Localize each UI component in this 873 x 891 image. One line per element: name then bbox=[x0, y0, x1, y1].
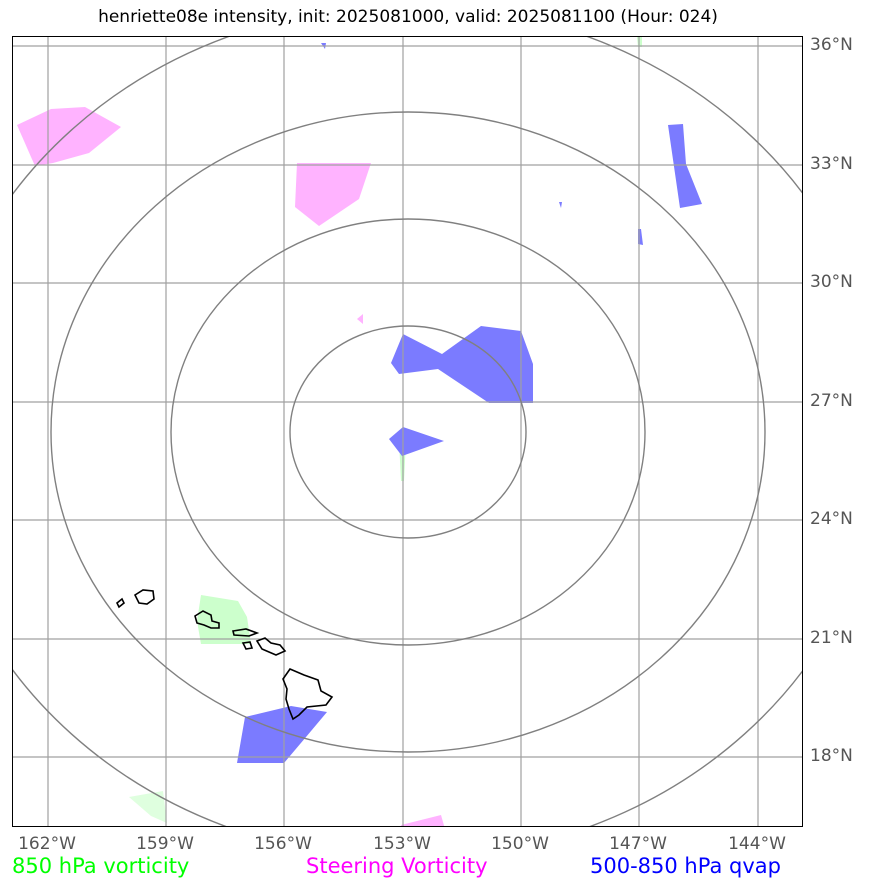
qvap-patch bbox=[389, 427, 444, 456]
range-rings bbox=[13, 37, 802, 826]
lon-label-147w: 147°W bbox=[609, 834, 667, 854]
graticule bbox=[13, 37, 802, 826]
lon-label-159w: 159°W bbox=[136, 834, 194, 854]
qvap-patch bbox=[391, 326, 533, 403]
lat-label-33n: 33°N bbox=[810, 154, 853, 174]
lon-label-162w: 162°W bbox=[18, 834, 76, 854]
vorticity-patch bbox=[197, 595, 251, 644]
island-hawaii bbox=[282, 668, 334, 721]
lat-label-27n: 27°N bbox=[810, 391, 853, 411]
steering-patch bbox=[401, 815, 445, 826]
island-kauai bbox=[133, 589, 155, 605]
lon-label-144w: 144°W bbox=[728, 834, 786, 854]
lon-label-153w: 153°W bbox=[373, 834, 431, 854]
qvap-patch bbox=[668, 124, 702, 208]
range-ring bbox=[170, 218, 646, 646]
map-canvas bbox=[13, 37, 802, 826]
island-lanai bbox=[241, 641, 254, 650]
qvap-patch bbox=[559, 202, 562, 208]
lat-label-21n: 21°N bbox=[810, 628, 853, 648]
legend-850-vorticity: 850 hPa vorticity bbox=[12, 854, 190, 878]
island-niihau bbox=[115, 597, 126, 609]
island-oahu bbox=[194, 610, 220, 629]
qvap-shading bbox=[237, 43, 702, 763]
qvap-patch bbox=[237, 706, 327, 763]
lat-label-30n: 30°N bbox=[810, 272, 853, 292]
vorticity-850-shading bbox=[129, 37, 642, 823]
vorticity-patch bbox=[129, 791, 167, 823]
lat-label-18n: 18°N bbox=[810, 746, 853, 766]
lat-label-36n: 36°N bbox=[810, 35, 853, 55]
island-molokai bbox=[232, 628, 260, 637]
legend-steering-vorticity: Steering Vorticity bbox=[306, 854, 488, 878]
steering-vorticity-shading bbox=[17, 107, 445, 826]
steering-patch bbox=[17, 107, 121, 166]
range-ring bbox=[50, 111, 766, 753]
map-panel bbox=[12, 36, 803, 827]
map-title: henriette08e intensity, init: 2025081000… bbox=[98, 7, 718, 27]
coastline-hawaii bbox=[115, 589, 334, 721]
legend-qvap: 500-850 hPa qvap bbox=[590, 854, 781, 878]
range-ring bbox=[289, 325, 527, 539]
steering-patch bbox=[357, 314, 363, 324]
lat-label-24n: 24°N bbox=[810, 509, 853, 529]
lon-label-156w: 156°W bbox=[254, 834, 312, 854]
island-maui bbox=[255, 637, 287, 656]
steering-patch bbox=[295, 163, 371, 226]
lon-label-150w: 150°W bbox=[491, 834, 549, 854]
